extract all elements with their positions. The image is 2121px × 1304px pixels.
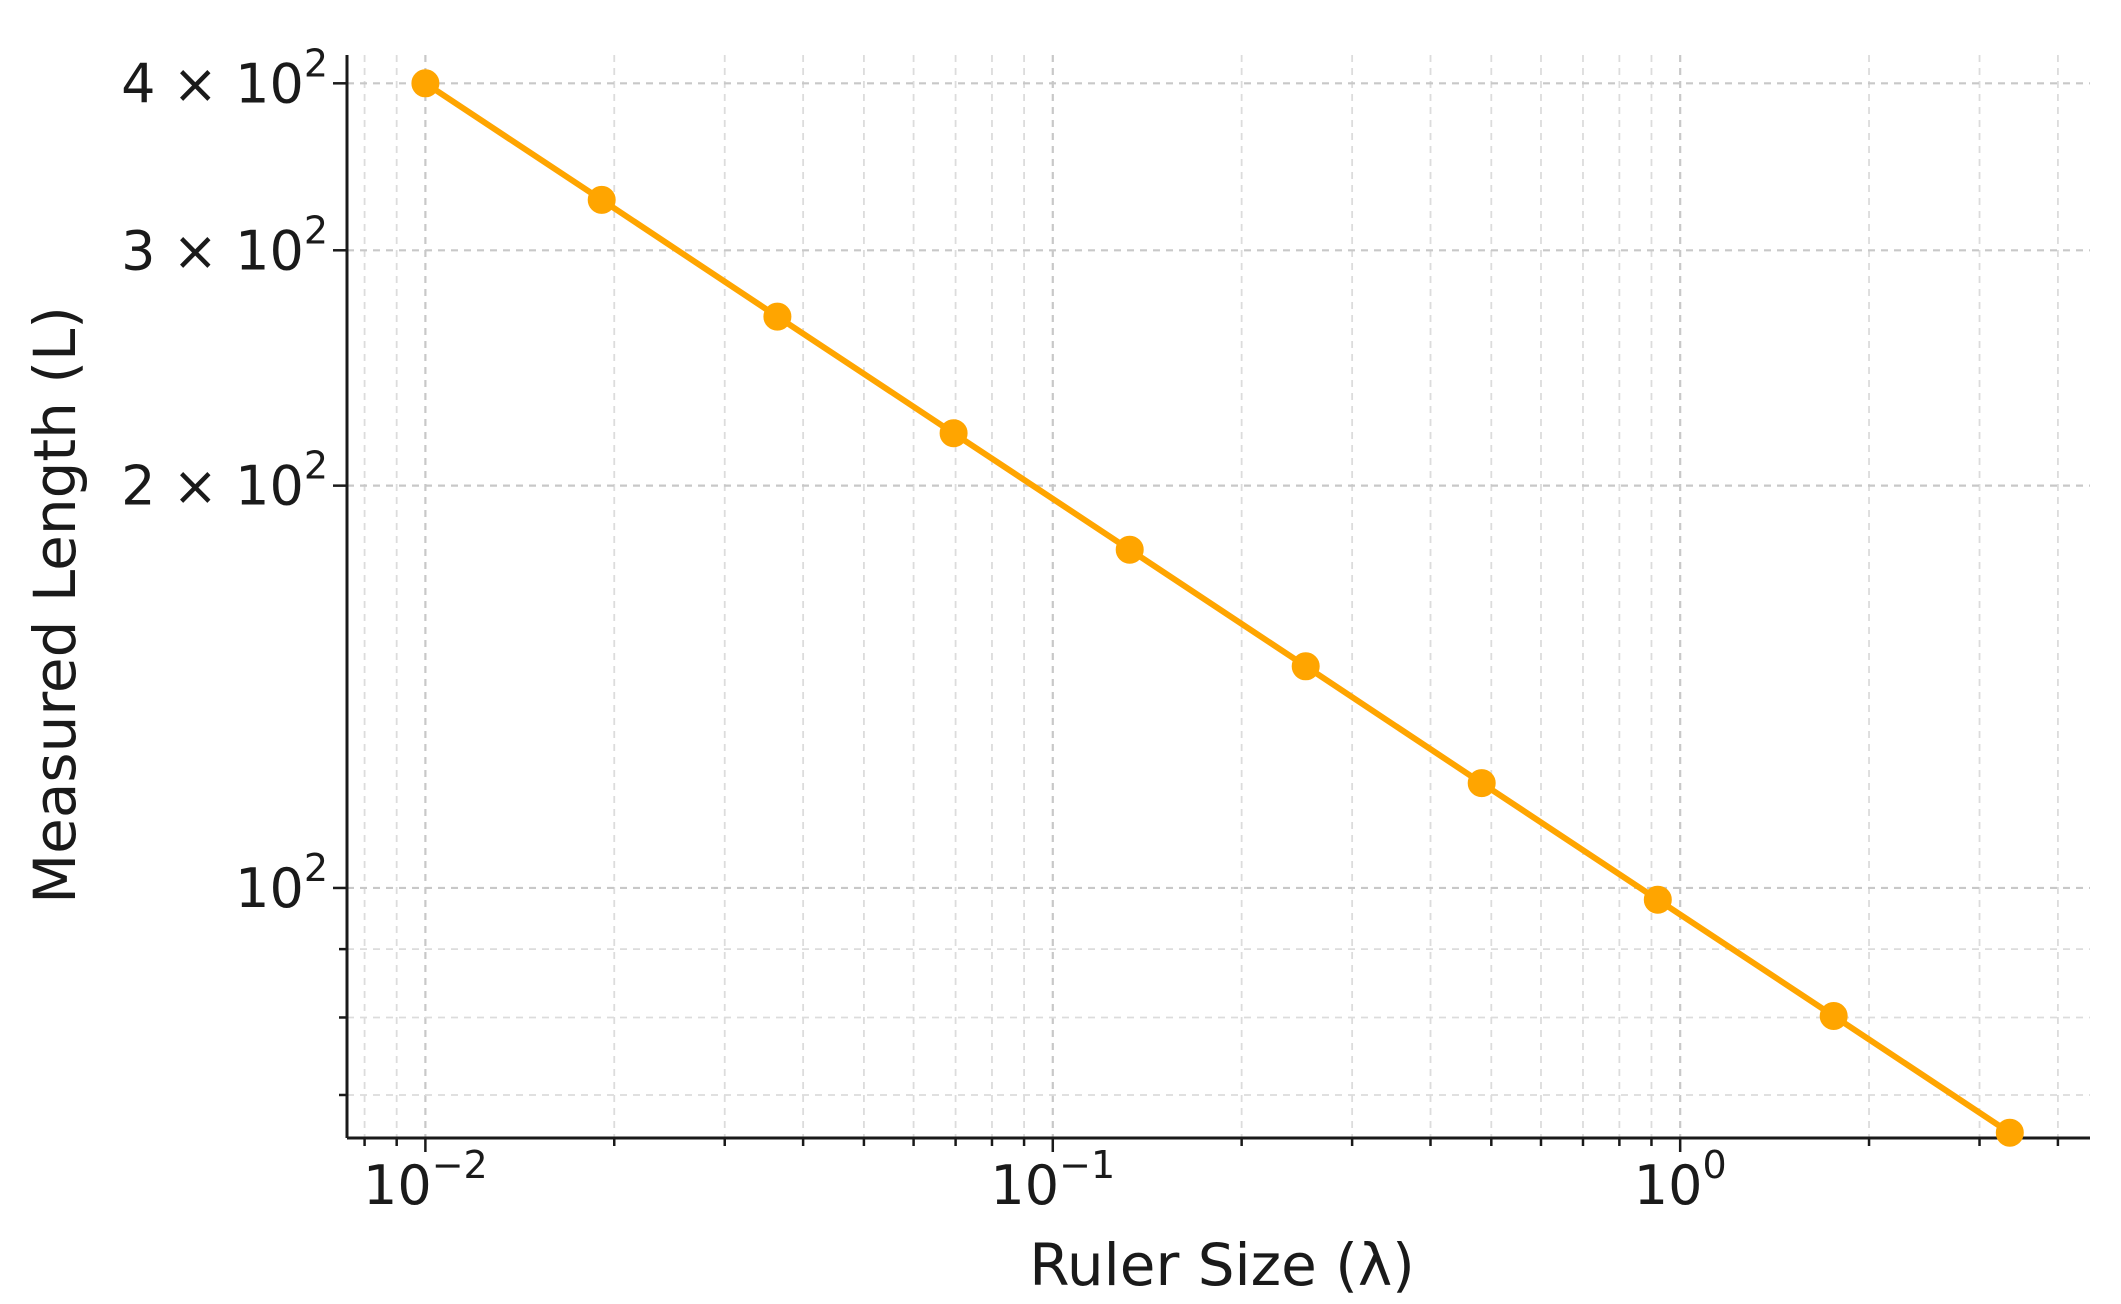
x-tick-label: 10−1 (990, 1143, 1115, 1217)
y-tick-label: 4 × 102 (121, 41, 328, 115)
data-point (1643, 885, 1672, 914)
data-point (1467, 769, 1496, 798)
data-point (763, 302, 792, 331)
series-line (422, 80, 2013, 1136)
x-tick-label: 100 (1634, 1143, 1727, 1217)
x-tick-label: 10−2 (363, 1143, 488, 1217)
x-ticks: 10−2 10−1 100 (363, 1143, 1727, 1217)
data-point (1819, 1002, 1848, 1030)
axes (333, 55, 2090, 1152)
data-point (587, 185, 616, 214)
y-tick-label: 2 × 102 (121, 444, 328, 518)
grid (347, 55, 2090, 1138)
y-ticks: 102 2 × 102 3 × 102 4 × 102 (121, 41, 328, 920)
y-tick-label: 3 × 102 (121, 208, 328, 282)
x-axis-label: Ruler Size (λ) (1029, 1231, 1415, 1299)
y-axis-label: Measured Length (L) (21, 306, 89, 904)
series (411, 69, 2024, 1147)
data-point (1995, 1118, 2024, 1147)
y-tick-label: 102 (235, 846, 328, 920)
data-point (939, 419, 968, 448)
data-point (1115, 535, 1144, 564)
data-point (411, 69, 440, 98)
data-point (1291, 652, 1320, 681)
